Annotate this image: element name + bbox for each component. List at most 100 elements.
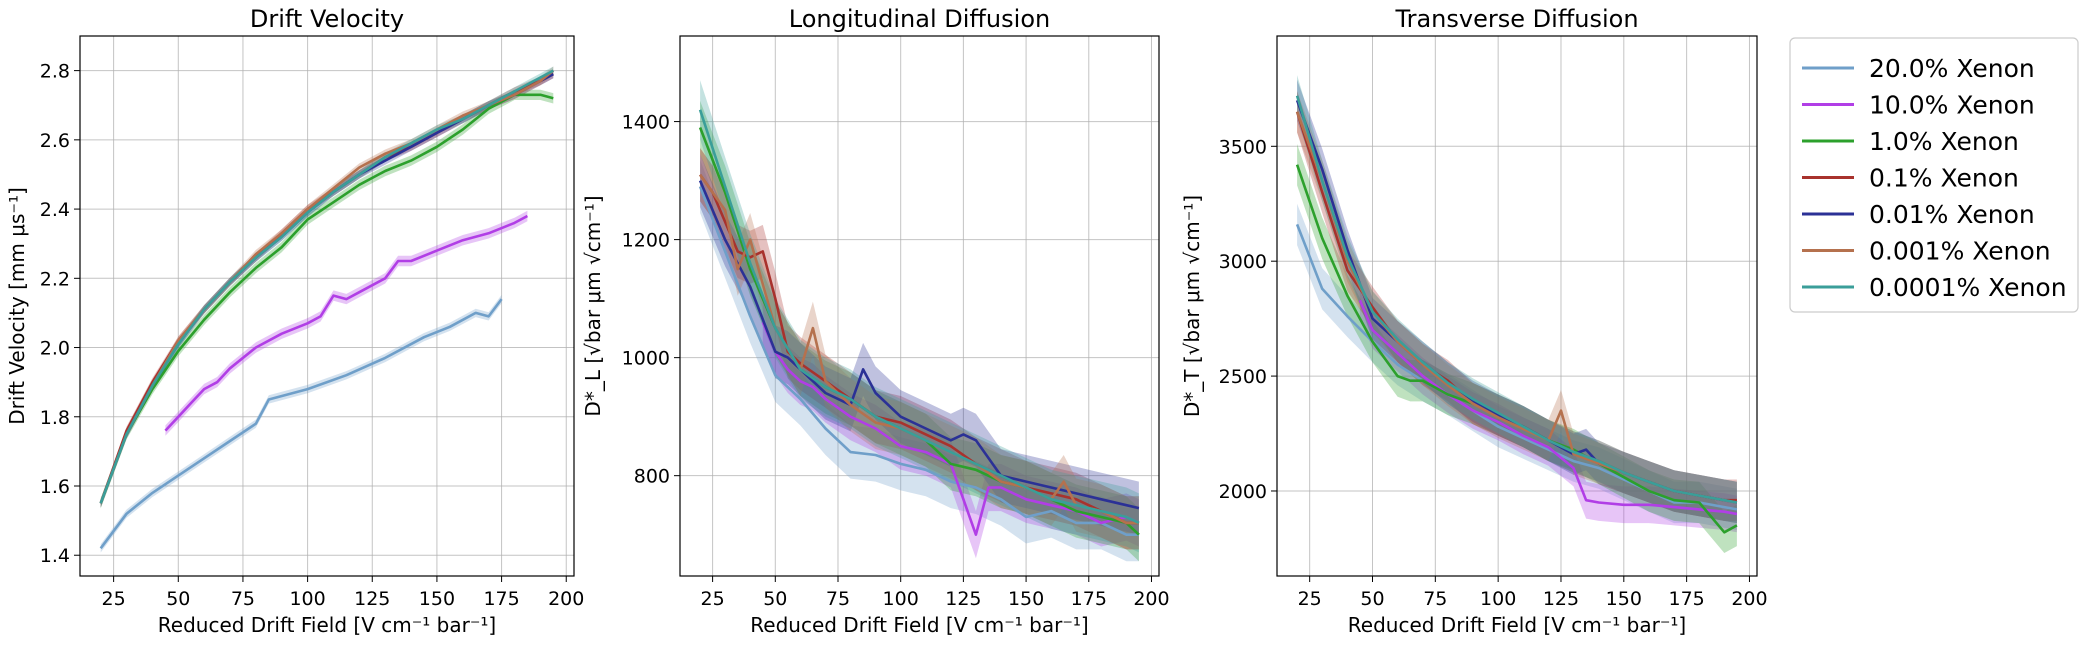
y-tick-label: 1200 — [622, 230, 670, 252]
axes-frame — [79, 35, 575, 577]
x-tick-label: 150 — [1008, 588, 1044, 610]
x-tick-label: 100 — [883, 588, 919, 610]
band-10-0-xenon — [762, 298, 1139, 559]
x-tick-label: 25 — [102, 588, 126, 610]
band-1-0-xenon — [1297, 144, 1737, 553]
series-line-20-0-xenon — [99, 298, 503, 550]
x-tick-label: 125 — [1543, 588, 1579, 610]
y-tick-label: 2.4 — [40, 199, 70, 221]
legend-item: 0.1% Xenon — [1802, 164, 2019, 193]
band-10-0-xenon — [1359, 281, 1737, 533]
x-axis-label: Reduced Drift Field [V cm⁻¹ bar⁻¹] — [750, 613, 1088, 637]
legend-item: 0.0001% Xenon — [1802, 273, 2067, 302]
series-line-0-0001-xenon — [1295, 95, 1738, 504]
series-line-0-01-xenon — [698, 180, 1140, 510]
x-tick-label: 200 — [548, 588, 584, 610]
chart-title: Longitudinal Diffusion — [789, 5, 1050, 33]
chart-panel-3: 25 50 75 100 125 150 175 200 2000 2500 3000 3500 Tra… — [1180, 5, 1768, 637]
x-tick-label: 200 — [1133, 588, 1169, 610]
y-tick-label: 2.6 — [40, 130, 70, 152]
grid — [680, 36, 1159, 576]
band-0-1-xenon — [100, 69, 554, 508]
chart-panel-1: 25 50 75 100 125 150 175 200 1.4 1.6 1.8 2.0 2.2 2.4 2… — [5, 5, 584, 637]
y-tick-label: 1.4 — [40, 545, 70, 567]
legend-label: 0.0001% Xenon — [1869, 273, 2067, 302]
y-tick-label: 3000 — [1219, 251, 1267, 273]
band-20-0-xenon — [100, 294, 502, 553]
legend-label: 10.0% Xenon — [1869, 91, 2035, 120]
x-tick-label: 75 — [1423, 588, 1447, 610]
series-line-20-0-xenon — [698, 186, 1139, 537]
y-tick-label: 800 — [634, 466, 670, 488]
y-axis-label: D*_T [√bar μm √cm⁻¹] — [1180, 195, 1204, 417]
y-axis-label: Drift Velocity [mm μs⁻¹] — [5, 187, 29, 425]
x-tick-label: 100 — [1480, 588, 1516, 610]
band-0-001-xenon — [1297, 91, 1737, 524]
series-line-20-0-xenon — [1295, 223, 1738, 511]
band-0-0001-xenon — [700, 80, 1139, 553]
band-20-0-xenon — [1297, 203, 1737, 530]
x-tick-label: 150 — [419, 588, 455, 610]
plot-area — [698, 80, 1140, 562]
series-line-0-0001-xenon — [99, 69, 554, 504]
y-tick-label: 2500 — [1219, 366, 1267, 388]
legend-label: 1.0% Xenon — [1869, 127, 2019, 156]
legend-item: 10.0% Xenon — [1802, 91, 2035, 120]
x-tick-label: 75 — [826, 588, 850, 610]
series-line-10-0-xenon — [1358, 299, 1738, 516]
band-0-0001-xenon — [100, 66, 554, 508]
band-10-0-xenon — [165, 210, 528, 436]
y-tick-label: 2.8 — [40, 61, 70, 83]
axes-frame — [679, 35, 1160, 577]
axes-frame — [1276, 35, 1758, 577]
plot-area — [1295, 75, 1738, 553]
y-tick-label: 2000 — [1219, 481, 1267, 503]
series-line-0-001-xenon — [99, 69, 555, 504]
legend-label: 0.001% Xenon — [1869, 237, 2051, 266]
grid — [80, 36, 574, 576]
legend: 20.0% Xenon 10.0% Xenon 1.0% Xenon 0.1% Xen… — [1789, 37, 2079, 313]
chart-title: Transverse Diffusion — [1394, 5, 1638, 33]
legend-item: 0.001% Xenon — [1802, 237, 2051, 266]
series-line-0-01-xenon — [99, 72, 554, 504]
y-tick-label: 2.0 — [40, 338, 70, 360]
x-axis-label: Reduced Drift Field [V cm⁻¹ bar⁻¹] — [1348, 613, 1686, 637]
y-tick-label: 1.6 — [40, 476, 70, 498]
chart-title: Drift Velocity — [250, 5, 404, 33]
y-tick-label: 1.8 — [40, 407, 70, 429]
x-tick-label: 50 — [166, 588, 190, 610]
legend-items: 20.0% Xenon 10.0% Xenon 1.0% Xenon 0.1% Xen… — [1802, 54, 2067, 302]
y-tick-label: 1400 — [622, 112, 670, 134]
x-tick-label: 75 — [231, 588, 255, 610]
band-0-001-xenon — [100, 66, 554, 508]
chart-panels: 25 50 75 100 125 150 175 200 1.4 1.6 1.8 2.0 2.2 2.4 2… — [5, 5, 1768, 637]
legend-item: 1.0% Xenon — [1802, 127, 2019, 156]
y-tick-label: 1000 — [622, 348, 670, 370]
x-axis-label: Reduced Drift Field [V cm⁻¹ bar⁻¹] — [158, 613, 496, 637]
plot-area — [99, 66, 555, 553]
x-tick-label: 175 — [483, 588, 519, 610]
x-tick-label: 50 — [763, 588, 787, 610]
x-tick-label: 175 — [1071, 588, 1107, 610]
legend-label: 0.1% Xenon — [1869, 164, 2019, 193]
x-tick-label: 100 — [289, 588, 325, 610]
series-line-10-0-xenon — [164, 214, 529, 432]
x-tick-label: 50 — [1360, 588, 1384, 610]
legend-label: 20.0% Xenon — [1869, 54, 2035, 83]
legend-frame — [1789, 37, 2079, 313]
band-0-01-xenon — [100, 69, 554, 508]
x-tick-label: 125 — [945, 588, 981, 610]
x-tick-label: 25 — [701, 588, 725, 610]
x-tick-label: 175 — [1669, 588, 1705, 610]
series-line-1-0-xenon — [99, 93, 554, 504]
legend-item: 20.0% Xenon — [1802, 54, 2035, 83]
series-line-0-0001-xenon — [698, 109, 1140, 525]
x-tick-label: 125 — [354, 588, 390, 610]
x-tick-label: 25 — [1298, 588, 1322, 610]
legend-label: 0.01% Xenon — [1869, 200, 2035, 229]
x-tick-label: 200 — [1731, 588, 1767, 610]
y-tick-label: 3500 — [1219, 136, 1267, 158]
band-1-0-xenon — [100, 89, 554, 509]
x-tick-label: 150 — [1606, 588, 1642, 610]
